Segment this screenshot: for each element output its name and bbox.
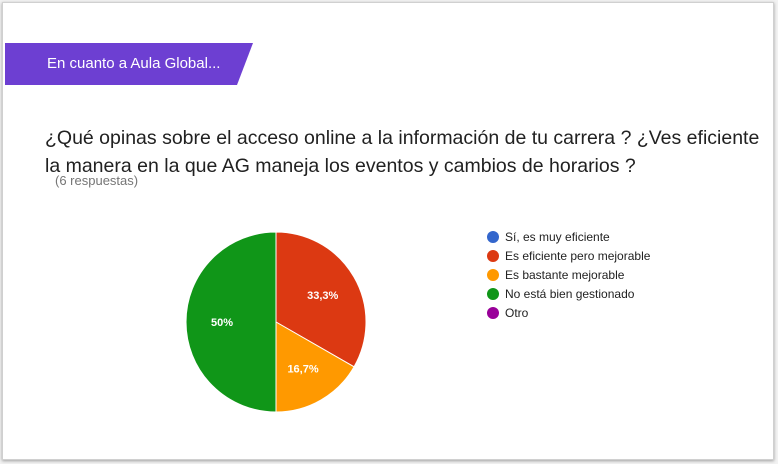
legend-swatch [487, 268, 499, 281]
chart-legend: Sí, es muy eficiente Es eficiente pero me… [487, 227, 650, 322]
legend-swatch [487, 230, 499, 243]
legend-label: Sí, es muy eficiente [505, 229, 610, 244]
legend-label: Es bastante mejorable [505, 267, 625, 282]
legend-label: Es eficiente pero mejorable [505, 248, 651, 263]
section-title: En cuanto a Aula Global... [47, 55, 221, 72]
legend-item[interactable]: Es bastante mejorable [487, 265, 650, 284]
legend-label: Otro [505, 305, 529, 320]
slice-label-1: 33,3% [307, 290, 338, 302]
slice-label-3: 50% [211, 317, 233, 329]
section-header-background [5, 43, 253, 85]
legend-swatch [487, 249, 499, 262]
section-header: En cuanto a Aula Global... [5, 43, 253, 85]
pie-chart: 33,3% 16,7% 50% [185, 231, 367, 413]
slice-label-2: 16,7% [287, 364, 318, 376]
response-count: (6 respuestas) [55, 173, 139, 188]
legend-label: No está bien gestionado [505, 286, 635, 301]
pie-slice-3[interactable] [185, 231, 277, 413]
pie-slice-1[interactable] [275, 231, 367, 368]
legend-swatch [487, 287, 499, 300]
chart-card: En cuanto a Aula Global... ¿Qué opinas s… [2, 2, 774, 460]
legend-item[interactable]: Otro [487, 303, 650, 322]
pie-slice-2[interactable] [275, 321, 355, 413]
legend-item[interactable]: Es eficiente pero mejorable [487, 246, 650, 265]
legend-swatch [487, 306, 499, 319]
question-title: ¿Qué opinas sobre el acceso online a la … [45, 127, 760, 177]
legend-item[interactable]: Sí, es muy eficiente [487, 227, 650, 246]
legend-item[interactable]: No está bien gestionado [487, 284, 650, 303]
